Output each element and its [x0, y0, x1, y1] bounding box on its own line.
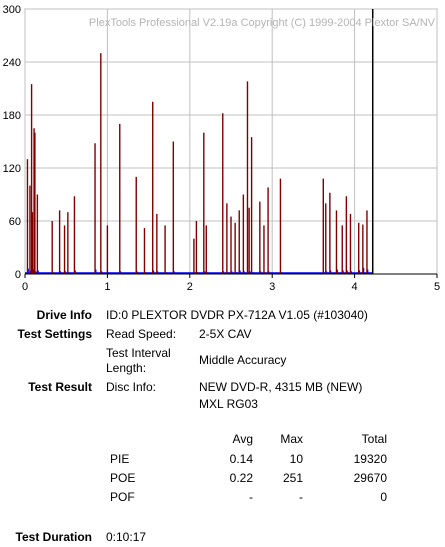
- y-tick-label: 240: [3, 57, 21, 69]
- read-speed-value: 2-5X CAV: [199, 327, 252, 341]
- stats-row-total: 19320: [353, 452, 387, 466]
- x-tick-label: 4: [352, 281, 358, 293]
- test-result-label: Test Result: [28, 380, 92, 394]
- x-tick-label: 3: [269, 281, 275, 293]
- disc-info-line2: MXL RG03: [199, 397, 258, 411]
- stats-row-max: 251: [282, 471, 303, 485]
- stats-header-max: Max: [280, 432, 303, 446]
- stats-row-avg: 0.14: [229, 452, 253, 466]
- stats-row-name: PIE: [110, 452, 130, 466]
- stats-row-max: 10: [289, 452, 303, 466]
- test-duration-label: Test Duration: [15, 530, 92, 544]
- stats-row-name: POF: [110, 490, 135, 504]
- test-interval-label: Test Interval: [106, 346, 171, 360]
- stats-row-avg: -: [249, 490, 253, 504]
- test-settings-label: Test Settings: [17, 327, 92, 341]
- test-interval-value: Middle Accuracy: [199, 353, 287, 367]
- y-tick-label: 60: [9, 216, 21, 228]
- y-tick-label: 300: [3, 4, 21, 16]
- stats-row-total: 0: [380, 490, 387, 504]
- stats-row-total: 29670: [353, 471, 387, 485]
- x-tick-label: 0: [22, 281, 28, 293]
- read-speed-label: Read Speed:: [106, 327, 177, 341]
- x-tick-label: 1: [104, 281, 110, 293]
- x-tick-label: 2: [187, 281, 193, 293]
- test-interval-length-label: Length:: [106, 361, 147, 375]
- test-duration-value: 0:10:17: [106, 530, 147, 544]
- error-chart: 0 60 120 180 240 300 0 1 2 3 4 5 PlexTools Professi…: [3, 4, 440, 293]
- y-tick-label: 0: [15, 269, 21, 281]
- stats-row-avg: 0.22: [229, 471, 253, 485]
- poe-series: [26, 53, 368, 274]
- x-tick-label: 5: [434, 281, 440, 293]
- chart-axes: 0 60 120 180 240 300 0 1 2 3 4 5: [3, 4, 440, 293]
- drive-info-label: Drive Info: [36, 308, 92, 322]
- disc-info-label: Disc Info:: [106, 380, 157, 394]
- stats-row-max: -: [299, 490, 303, 504]
- disc-info-line1: NEW DVD-R, 4315 MB (NEW): [199, 380, 363, 394]
- y-tick-label: 120: [3, 163, 21, 175]
- stats-header-total: Total: [361, 432, 387, 446]
- stats-row-name: POE: [110, 471, 136, 485]
- stats-header-avg: Avg: [232, 432, 253, 446]
- pie-baseline-band: [25, 272, 373, 274]
- copyright-watermark: PlexTools Professional V2.19a Copyright …: [89, 17, 436, 29]
- drive-info-value: ID:0 PLEXTOR DVDR PX-712A V1.05 (#103040…: [106, 308, 368, 322]
- y-tick-label: 180: [3, 110, 21, 122]
